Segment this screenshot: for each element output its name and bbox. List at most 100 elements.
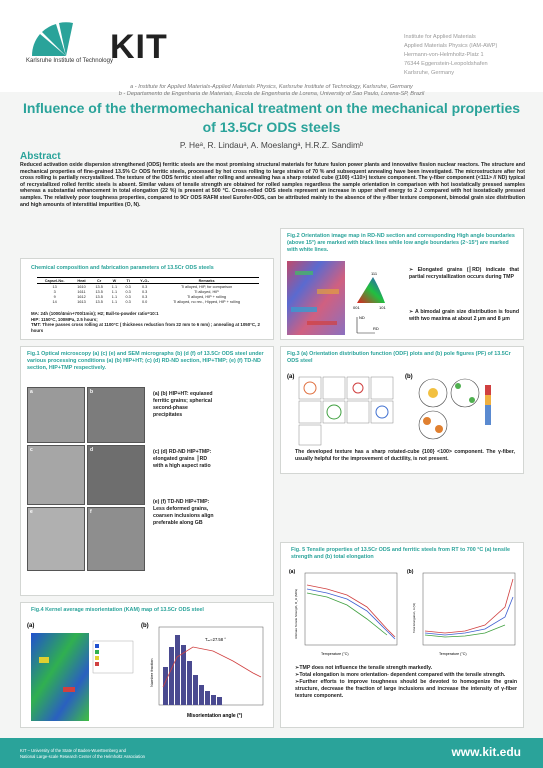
micrograph-label: e: [30, 509, 33, 515]
kam-xlabel: Misorientation angle (°): [187, 713, 243, 719]
micrograph-label: c: [30, 447, 33, 453]
table-cell: 0.3: [125, 284, 131, 289]
institute-address: Institute for Applied Materials Applied …: [404, 33, 497, 78]
kam-ylabel: Number fraction: [149, 659, 154, 687]
pf-label: (b): [405, 374, 413, 380]
affiliation-a: a - Institute for Applied Materials-Appl…: [130, 84, 413, 90]
abstract-text: Reduced activation oxide dispersion stre…: [20, 162, 525, 208]
table-header-row: Capsel-No. Heat Cr W Ti Y₂O₃ Remarks: [37, 276, 259, 285]
orientation-panel: Fig.2 Orientation image map in RD-ND sec…: [280, 228, 524, 340]
table-header: Y₂O₃: [135, 276, 155, 285]
footer: KIT – University of the State of Baden-W…: [0, 738, 543, 768]
micrograph-d: d: [87, 445, 145, 505]
axes-icon: ND RD: [356, 315, 379, 334]
micrograph-b: b: [87, 387, 145, 443]
table-cell: Ti alloyed, no rec., Hipped, HIP + rolli…: [173, 300, 240, 305]
table-cell: 1612: [77, 295, 86, 300]
kam-panel: Fig.4 Kernel average misorientation (KAM…: [20, 602, 274, 728]
footer-line: National Large-scale Research Center of …: [20, 753, 145, 759]
table-cell: 1.1: [111, 284, 118, 289]
table-cell: 13: [52, 284, 57, 289]
orientation-title: Fig.2 Orientation image map in RD-ND sec…: [287, 233, 515, 253]
ipf-label-001: 001: [353, 305, 360, 310]
authors: P. Heᵃ, R. Lindauᵃ, A. Moeslangᵃ, H.R.Z.…: [179, 140, 364, 150]
table-header: Capsel-No.: [37, 276, 73, 285]
tensile-xlabel-a: Temperature (°C): [321, 652, 349, 656]
micrograph-panel: Fig.1 Optical microscopy (a) (c) (e) and…: [20, 346, 274, 596]
kam-label-b: (b): [141, 623, 149, 629]
table-row: 14 1613 13.5 1.1 0.3 0.0 Ti alloyed, no rec., …: [37, 300, 259, 305]
institute-line: Applied Materials Physics (IAM-AWP): [404, 43, 498, 49]
composition-title: Chemical composition and fabrication par…: [31, 265, 214, 271]
ipf-label-101: 101: [379, 305, 386, 310]
micrograph-f: f: [87, 507, 145, 571]
kit-logo: KIT Karlsruhe Institute of Technology: [26, 18, 167, 70]
institute-line: 76344 Eggenstein-Leopoldshafen: [404, 61, 488, 67]
table-row: 13 1610 13.5 1.1 0.3 0.3 Ti alloyed, HIP, for …: [37, 284, 259, 290]
texture-panel: Fig.3 (a) Orientation distribution funct…: [280, 346, 524, 474]
tensile-xlabel-b: Temperature (°C): [439, 652, 467, 656]
odf-sections: [298, 376, 394, 446]
affiliation-b: b - Departamento de Engenharia de Materi…: [118, 91, 425, 97]
footer-text: KIT – University of the State of Baden-W…: [20, 748, 145, 759]
kam-figure: (a) (b): [27, 623, 264, 721]
kam-label-a: (a): [27, 623, 34, 629]
institute-line: Hermann-von-Helmholtz-Platz 1: [404, 52, 484, 58]
micrograph-desc-3: (e) (f) TD-ND HIP+TMP: Less deformed gra…: [153, 499, 214, 526]
table-cell: Ti alloyed, HIP, for comparison: [180, 284, 233, 289]
tensile-label-a: (a): [289, 569, 295, 575]
tensile-bullet: ➢Total elongation is more orientation- d…: [295, 672, 506, 678]
table-cell: 13.5: [95, 300, 103, 305]
table-cell: 0.3: [141, 289, 148, 294]
ipf-label-111: 111: [371, 271, 378, 276]
table-cell: 1610: [77, 284, 86, 289]
table-cell: 1611: [77, 289, 86, 294]
micrograph-e: e: [27, 507, 85, 571]
table-header: Heat: [72, 276, 91, 285]
footer-url-link[interactable]: www.kit.edu: [451, 745, 521, 759]
table-cell: 0.3: [141, 284, 148, 289]
kam-title: Fig.4 Kernel average misorientation (KAM…: [31, 607, 204, 613]
table-header: Cr: [90, 276, 108, 285]
tensile-ylabel-b: Total Elongation, A (%): [412, 603, 416, 633]
logo-subtitle: Karlsruhe Institute of Technology: [26, 58, 113, 64]
orientation-bullet-1: ➢ Elongated grains (║RD) indicate that p…: [409, 267, 519, 280]
micrograph-label: b: [90, 389, 94, 395]
micrograph-a: a: [27, 387, 85, 443]
tensile-bullet: ➢TMP does not influence the tensile stre…: [295, 665, 433, 671]
fabrication-notes: MA: 24h (1000/4min+700/1min); H2; Ball-t…: [31, 311, 267, 333]
ipf-triangle-icon: 111 001 101: [353, 271, 386, 310]
odf-pf-figure: (a) (b): [287, 374, 491, 446]
table-cell: 1613: [77, 300, 86, 305]
table-cell: 0.3: [125, 300, 131, 305]
table-row: 3 1611 13.5 1.1 0.3 0.3 Ti alloyed, HIP: [37, 289, 259, 294]
micrograph-desc-2: (c) (d) RD-ND HIP+TMP: elongated grains …: [153, 449, 212, 469]
footer-line: KIT – University of the State of Baden-W…: [20, 748, 126, 753]
composition-table: Capsel-No. Heat Cr W Ti Y₂O₃ Remarks 13 1…: [37, 276, 259, 305]
tensile-title: Fig. 5 Tensile properties of 13.5Cr ODS …: [291, 547, 510, 560]
title-line-1: Influence of the thermomechanical treatm…: [22, 100, 521, 116]
tensile-bullet: ➢Further efforts to improve toughness sh…: [295, 679, 517, 699]
micrograph-label: f: [90, 509, 92, 515]
table-cell: 9: [53, 295, 56, 300]
table-header: W: [107, 276, 122, 285]
table-cell: 13.5: [95, 284, 103, 289]
pole-figures: [418, 378, 491, 440]
note-line: HIP: 1150°C, 100MPa, 2.5 hours;: [31, 316, 98, 322]
micrograph-title: Fig.1 Optical microscopy (a) (c) (e) and…: [27, 351, 264, 371]
table-row: 9 1612 13.5 1.1 0.3 0.3 Ti alloyed, HIP + roll…: [37, 295, 259, 300]
micrograph-c: c: [27, 445, 85, 505]
poster-title: Influence of the thermomechanical treatm…: [20, 99, 523, 137]
table-cell: 13.5: [95, 289, 103, 294]
orientation-map-image: [287, 261, 345, 335]
axis-rd: RD: [373, 326, 379, 331]
texture-title: Fig.3 (a) Orientation distribution funct…: [287, 351, 511, 364]
table-cell: 1.1: [111, 295, 118, 300]
kam-annotation: Tₘ=27.58 °: [205, 637, 226, 642]
micrograph-label: a: [30, 389, 33, 395]
institute-line: Karlsruhe, Germany: [404, 70, 455, 76]
table-cell: 1.1: [111, 300, 118, 305]
title-line-2: of 13.5Cr ODS steels: [202, 119, 341, 135]
table-cell: 14: [52, 300, 57, 305]
